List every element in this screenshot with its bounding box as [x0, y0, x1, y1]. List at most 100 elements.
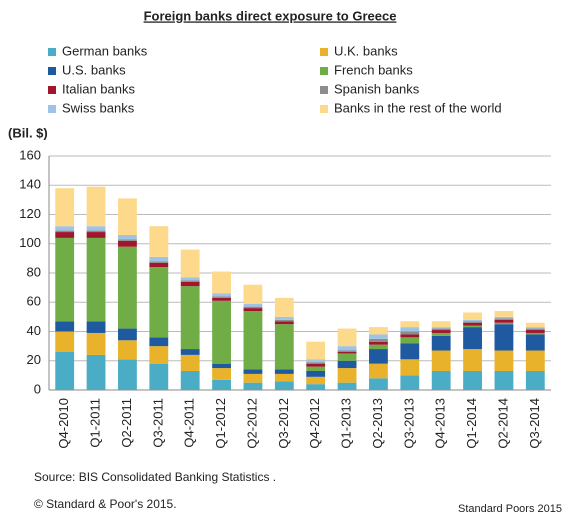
bar-segment	[149, 256, 169, 262]
bar-segment	[400, 337, 420, 344]
bar-segment	[149, 363, 169, 390]
copyright: © Standard & Poor's 2015.	[34, 497, 177, 511]
bar-segment	[86, 230, 106, 233]
y-tick-label: 80	[27, 264, 41, 279]
x-tick-label: Q4-2011	[182, 398, 197, 448]
bar-segment	[400, 375, 420, 390]
chart-title: Foreign banks direct exposure to Greece	[144, 8, 397, 23]
bar-segment	[525, 328, 545, 331]
bar-segment	[180, 281, 200, 287]
bar-segment	[86, 332, 106, 355]
bar-segment	[55, 331, 75, 352]
bar-segment	[55, 226, 75, 231]
bar-segment	[274, 316, 294, 320]
bar-segment	[369, 344, 388, 350]
bar-segment	[86, 232, 106, 238]
bar-segment	[431, 330, 451, 333]
bar-segment	[86, 186, 106, 227]
bar-segment	[525, 327, 545, 329]
bar-segment	[149, 267, 169, 338]
legend-label: Banks in the rest of the world	[334, 100, 502, 115]
bar-segment	[337, 350, 357, 352]
bar-segment	[274, 381, 294, 390]
y-tick-label: 20	[27, 352, 41, 367]
bar-segment	[306, 341, 326, 360]
bar-segment	[431, 370, 451, 390]
bar-segment	[118, 234, 137, 240]
bar-segment	[463, 321, 482, 323]
bar-segment	[525, 332, 545, 335]
bar-segment	[243, 284, 263, 304]
legend-label: French banks	[334, 62, 413, 77]
bar-segment	[55, 237, 75, 322]
bar-segment	[243, 382, 263, 390]
bar-segment	[369, 327, 388, 335]
x-tick-label: Q3-2014	[527, 398, 542, 449]
bar-segment	[400, 334, 420, 338]
bar-segment	[149, 337, 169, 347]
legend-label: German banks	[62, 43, 148, 58]
bar-segment	[306, 359, 326, 363]
x-tick-label: Q2-2014	[495, 398, 510, 449]
bar-segment	[212, 368, 231, 380]
x-tick-label: Q1-2012	[213, 398, 228, 449]
bar-segment	[149, 262, 169, 268]
bar-segment	[337, 382, 357, 390]
bar-segment	[55, 232, 75, 238]
legend-swatch	[320, 67, 328, 75]
bar-segment	[525, 322, 545, 328]
bar-segment	[180, 249, 200, 278]
bar-segment	[118, 328, 137, 341]
bar-segment	[463, 319, 482, 322]
bar-segment	[369, 378, 388, 390]
bar-segment	[306, 376, 326, 385]
bar-segment	[180, 286, 200, 350]
bar-segment	[431, 328, 451, 331]
bar-segment	[86, 321, 106, 333]
bar-segment	[494, 370, 514, 390]
x-tick-label: Q2-2012	[244, 398, 259, 449]
bar-segment	[243, 308, 263, 312]
legend-swatch	[48, 86, 56, 94]
bar-segment	[306, 363, 326, 367]
x-tick-label: Q4-2013	[433, 398, 448, 449]
bar-segment	[431, 332, 451, 336]
bar-segment	[463, 322, 482, 326]
bar-segment	[463, 312, 482, 320]
bar-segment	[400, 359, 420, 376]
bar-segment	[337, 351, 357, 354]
bar-segment	[525, 334, 545, 351]
bar-segment	[431, 327, 451, 329]
bar-segment	[463, 327, 482, 350]
bar-segment	[337, 353, 357, 361]
bar-segment	[431, 335, 451, 351]
bar-segment	[212, 300, 231, 364]
bar-segment	[149, 346, 169, 364]
bar-segment	[243, 373, 263, 383]
x-tick-label: Q3-2012	[276, 398, 291, 449]
bar-segment	[55, 188, 75, 227]
bar-segment	[212, 296, 231, 298]
bar-segment	[149, 226, 169, 257]
bar-segment	[180, 370, 200, 390]
bar-segment	[400, 321, 420, 328]
x-tick-label: Q1-2013	[339, 398, 354, 449]
bar-segment	[369, 338, 388, 342]
bar-segment	[55, 230, 75, 233]
x-tick-label: Q2-2013	[370, 398, 385, 449]
legend-swatch	[48, 105, 56, 113]
y-tick-label: 40	[27, 323, 41, 338]
bar-segment	[180, 349, 200, 355]
bar-segment	[274, 321, 294, 325]
bar-segment	[118, 198, 137, 235]
bar-segment	[369, 334, 388, 339]
bar-segment	[243, 303, 263, 307]
bar-segment	[86, 226, 106, 231]
bar-segment	[400, 327, 420, 332]
bar-segment	[494, 322, 514, 325]
bar-segment	[400, 343, 420, 360]
bar-segment	[494, 324, 514, 351]
bar-segment	[494, 318, 514, 320]
bar-segment	[55, 321, 75, 332]
